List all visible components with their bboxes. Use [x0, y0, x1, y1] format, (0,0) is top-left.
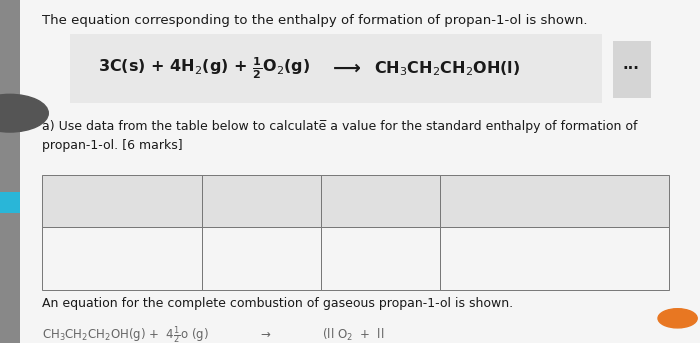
Text: -2010: -2010 [535, 252, 573, 265]
Text: CH$_3$CH$_2$CH$_2$OH(l): CH$_3$CH$_2$CH$_2$OH(l) [374, 59, 521, 78]
Text: 3C(s) + 4H$_2$(g) + $\mathregular{\frac{1}{2}}$O$_2$(g): 3C(s) + 4H$_2$(g) + $\mathregular{\frac{… [98, 56, 310, 82]
Text: The equation corresponding to the enthalpy of formation of propan-1-ol is shown.: The equation corresponding to the enthal… [42, 14, 587, 27]
Text: $\Delta H_c^\circ$/ kJ mol$^{-1}$: $\Delta H_c^\circ$/ kJ mol$^{-1}$ [78, 248, 166, 268]
Text: -394: -394 [246, 252, 276, 265]
Text: H$_2$(g): H$_2$(g) [360, 192, 400, 209]
Text: C(s): C(s) [246, 194, 276, 207]
Text: CH$_3$CH$_2$CH$_2$OH(g) +  4$\frac{1}{2}$o (g)              →              (ll O: CH$_3$CH$_2$CH$_2$OH(g) + 4$\frac{1}{2}$… [42, 324, 384, 343]
Text: -286: -286 [365, 252, 396, 265]
Text: a) Use data from the table below to calculate̅ a value for the standard enthalpy: a) Use data from the table below to calc… [42, 120, 638, 152]
Text: CH$_3$CH$_2$CH$_2$OH(l) $\cdots$: CH$_3$CH$_2$CH$_2$OH(l) $\cdots$ [489, 193, 620, 209]
Text: An equation for the complete combustion of gaseous propan-1-ol is shown.: An equation for the complete combustion … [42, 297, 513, 310]
Text: ···: ··· [623, 61, 640, 76]
Text: ⟶: ⟶ [332, 59, 360, 78]
